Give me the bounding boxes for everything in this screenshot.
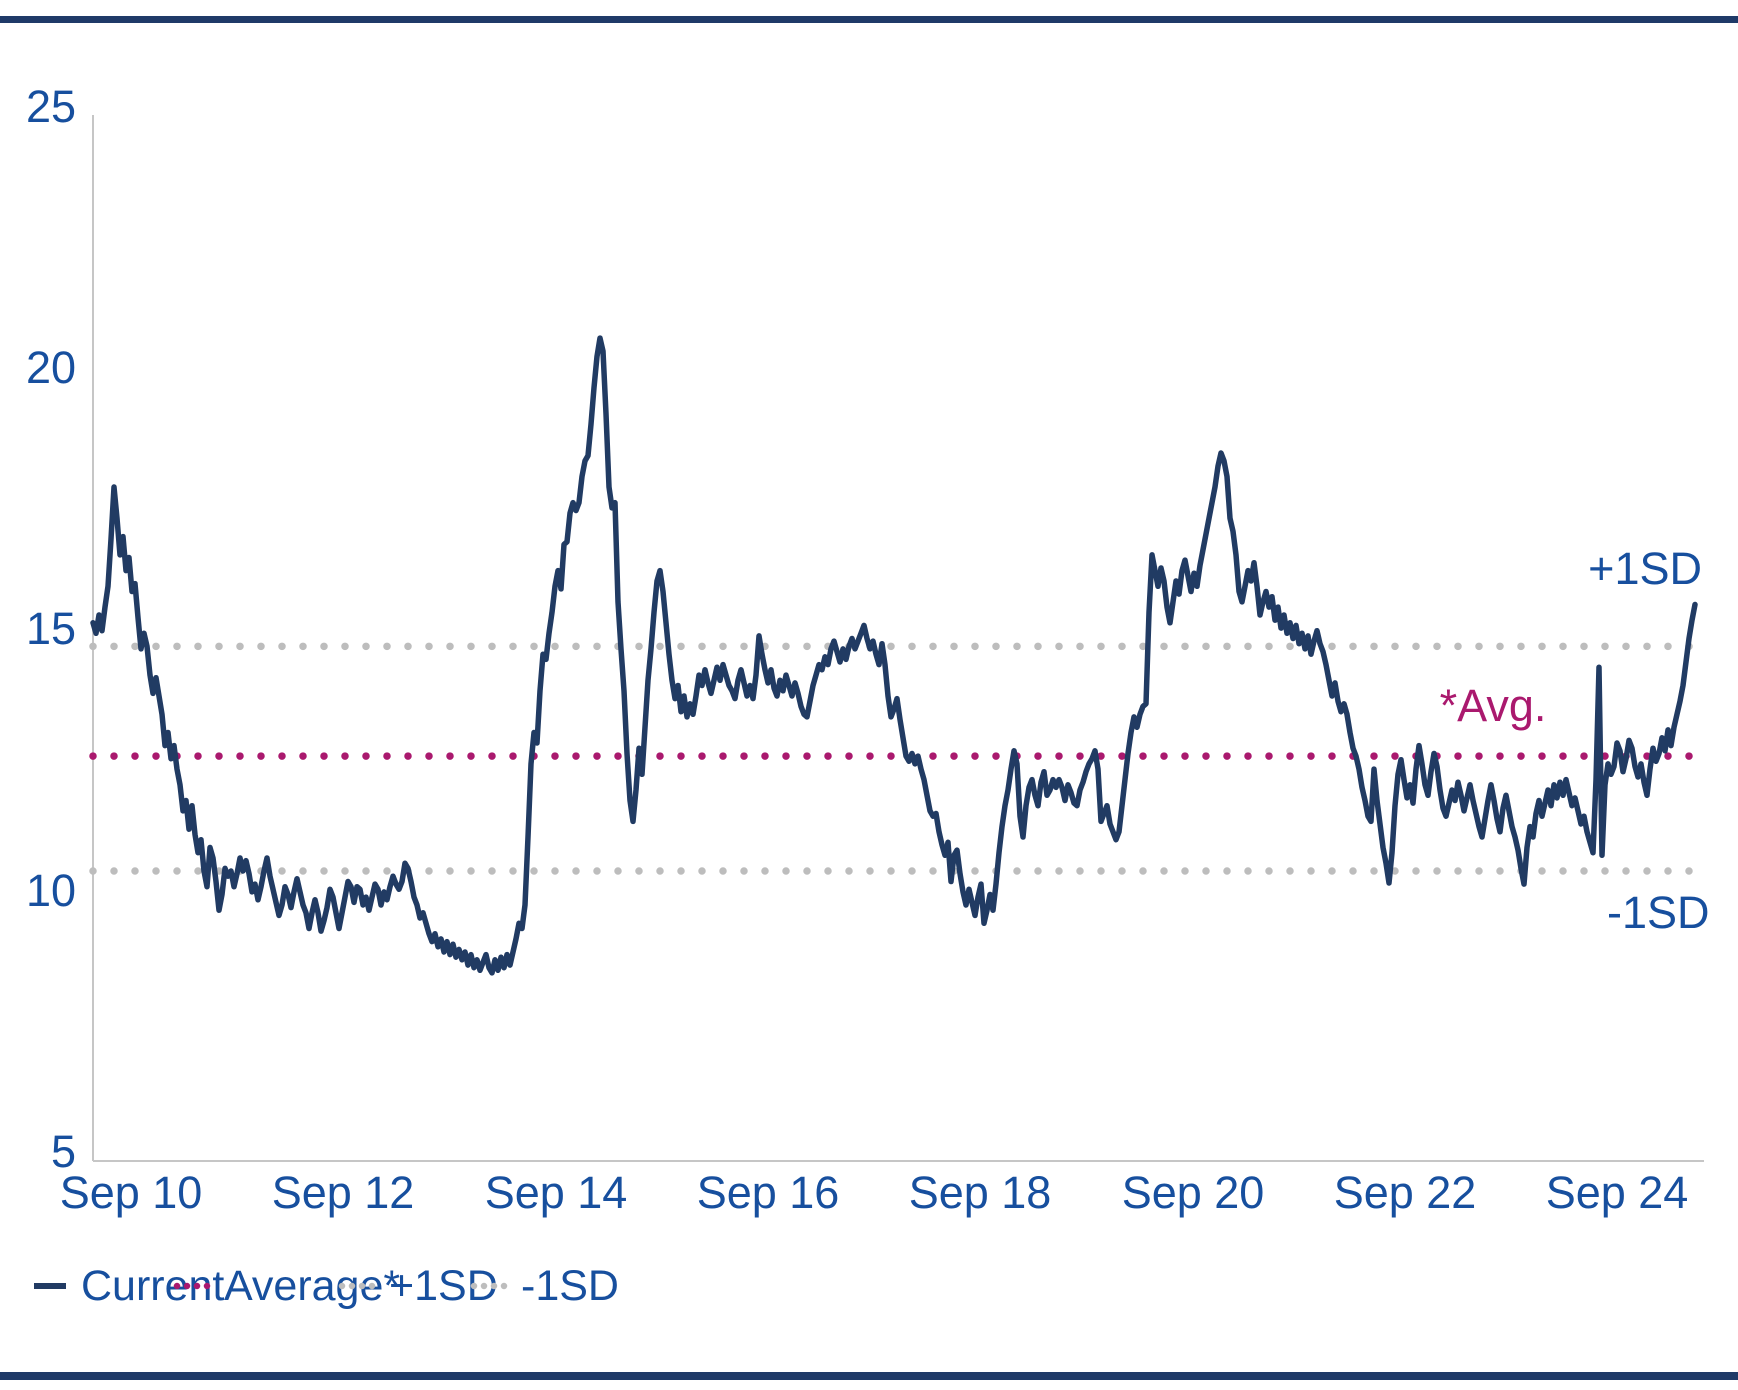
- x-tick-label: Sep 10: [60, 1167, 203, 1218]
- solid-line-swatch-icon: [34, 1283, 66, 1289]
- chart-legend: Current Average* +1SD -1SD: [0, 1256, 1738, 1316]
- x-tick-label: Sep 12: [272, 1167, 415, 1218]
- current-series-line: [90, 335, 1698, 976]
- plus1sd-label: +1SD: [1588, 543, 1702, 594]
- minus1sd-label: -1SD: [1607, 887, 1710, 938]
- y-tick-label: 10: [26, 865, 76, 916]
- y-tick-label: 20: [26, 342, 76, 393]
- legend-item-current: Current: [30, 1256, 224, 1316]
- x-tick-label: Sep 24: [1546, 1167, 1689, 1218]
- legend-label: -1SD: [521, 1262, 619, 1310]
- dotted-line-swatch-icon: [470, 1282, 510, 1290]
- x-tick-label: Sep 20: [1122, 1167, 1265, 1218]
- legend-label: +1SD: [389, 1262, 498, 1310]
- legend-label: Current: [81, 1262, 225, 1310]
- x-tick-label: Sep 14: [485, 1167, 628, 1218]
- x-tick-label: Sep 16: [697, 1167, 840, 1218]
- avg-label: *Avg.: [1440, 680, 1547, 731]
- legend-item-plus1sd: +1SD: [338, 1256, 498, 1316]
- top-border-rule: [0, 16, 1738, 23]
- y-tick-label: 5: [51, 1126, 76, 1177]
- dotted-line-swatch-icon: [173, 1282, 213, 1290]
- x-tick-label: Sep 18: [909, 1167, 1052, 1218]
- bottom-border-rule: [0, 1372, 1738, 1380]
- legend-item-minus1sd: -1SD: [470, 1256, 619, 1316]
- y-tick-label: 15: [26, 603, 76, 654]
- y-tick-label: 25: [26, 81, 76, 132]
- dotted-line-swatch-icon: [338, 1282, 378, 1290]
- x-tick-label: Sep 22: [1334, 1167, 1477, 1218]
